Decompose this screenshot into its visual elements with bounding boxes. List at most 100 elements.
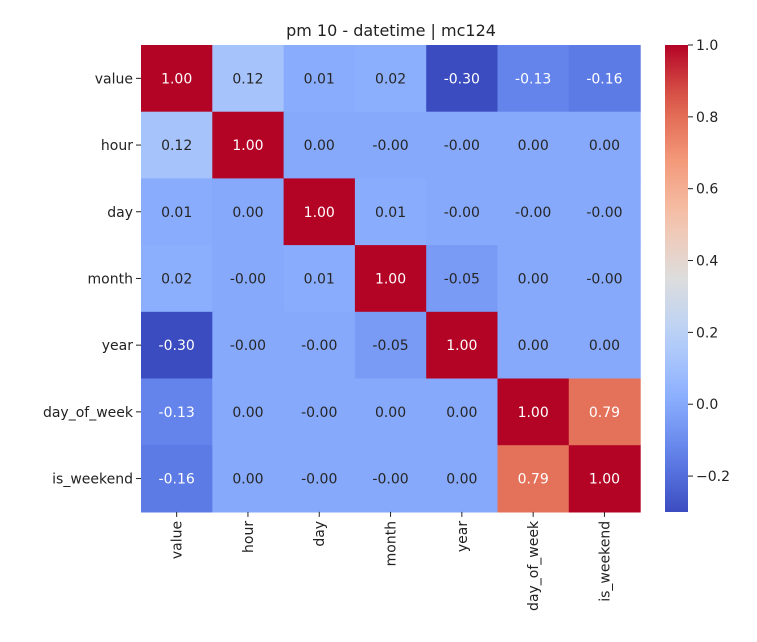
y-tick-label: year	[102, 338, 133, 354]
cell-value-label: 0.00	[589, 338, 620, 354]
heatmap-cell	[141, 178, 213, 246]
heatmap-cell	[497, 178, 570, 246]
y-axis-ticks: value hour day month year day_of_week is_weeke…	[43, 71, 141, 488]
cell-value-label: 0.00	[304, 138, 335, 154]
chart-title: pm 10 - datetime | mc124	[286, 21, 496, 40]
heatmap-cell	[568, 111, 641, 179]
heatmap-cell	[568, 311, 641, 380]
cell-value-label: 0.00	[232, 472, 263, 488]
colorbar-tick-label: 0.6	[696, 182, 718, 198]
heatmap-cell	[354, 311, 427, 380]
heatmap-cell	[283, 245, 356, 313]
y-tick-label: value	[95, 71, 133, 87]
cell-value-label: 1.00	[446, 338, 477, 354]
cell-value-label: 0.12	[161, 138, 192, 154]
heatmap-cell	[141, 45, 213, 113]
cell-value-label: 0.00	[232, 405, 263, 421]
colorbar	[665, 45, 688, 512]
cell-value-label: 0.00	[518, 138, 549, 154]
heatmap-cell	[212, 111, 285, 179]
heatmap-cell	[283, 111, 356, 179]
x-tick-label: hour	[241, 521, 257, 553]
cell-value-label: 1.00	[304, 205, 335, 221]
cell-value-label: 0.02	[375, 71, 406, 87]
heatmap-cell	[497, 378, 570, 446]
heatmap-cell	[141, 111, 213, 179]
x-tick-label: month	[384, 521, 400, 566]
cell-value-label: 0.00	[518, 338, 549, 354]
colorbar-tick-label: 0.8	[696, 110, 718, 126]
heatmap-cell	[212, 245, 285, 313]
cell-value-label: 0.02	[161, 271, 192, 287]
heatmap-cell	[426, 311, 499, 380]
heatmap-cell	[426, 378, 499, 446]
y-tick-label: day_of_week	[43, 405, 134, 421]
heatmap-cell	[497, 445, 570, 513]
heatmap-cell	[354, 178, 427, 246]
cell-value-label: 1.00	[589, 472, 620, 488]
colorbar-tick-label: 0.4	[696, 254, 718, 270]
cell-value-label: 0.00	[232, 205, 263, 221]
y-tick-label: is_weekend	[52, 472, 133, 488]
cell-value-label: -0.16	[159, 472, 195, 488]
heatmap-cell	[426, 45, 499, 113]
cell-value-label: 0.01	[304, 271, 335, 287]
heatmap-cell	[568, 378, 641, 446]
cell-value-label: 0.79	[589, 405, 620, 421]
colorbar-ticks: 1.0 0.8 0.6 0.4 0.2 0.0 −0.2	[688, 38, 730, 485]
colorbar-tick-label: 1.0	[696, 38, 718, 54]
cell-value-label: -0.00	[301, 405, 337, 421]
heatmap-cell	[568, 445, 641, 513]
heatmap-cell	[141, 378, 213, 446]
heatmap-cell	[354, 245, 427, 313]
heatmap-cell-labels: 1.00 0.12 0.01 0.02 -0.30 -0.13 -0.16 0.12 1.00 0…	[159, 71, 623, 487]
x-tick-label: day	[312, 521, 328, 547]
cell-value-label: 1.00	[375, 271, 406, 287]
heatmap-cell	[212, 178, 285, 246]
x-tick-label: day_of_week	[526, 520, 542, 611]
heatmap-cell	[568, 178, 641, 246]
heatmap-cell	[283, 311, 356, 380]
heatmap-cell	[497, 45, 570, 113]
x-axis-ticks: value hour day month year day_of_week is_weeke…	[170, 511, 613, 611]
y-tick-label: day	[107, 205, 133, 221]
cell-value-label: 0.79	[518, 472, 549, 488]
heatmap-cell	[141, 245, 213, 313]
heatmap-cell	[568, 245, 641, 313]
cell-value-label: -0.05	[372, 338, 408, 354]
y-tick-label: hour	[101, 138, 133, 154]
heatmap-cell	[141, 445, 213, 513]
heatmap-cell	[426, 178, 499, 246]
x-tick-label: year	[455, 521, 471, 552]
cell-value-label: 0.00	[375, 405, 406, 421]
heatmap-cell	[497, 111, 570, 179]
cell-value-label: -0.30	[159, 338, 195, 354]
heatmap-cell	[354, 111, 427, 179]
cell-value-label: 0.01	[375, 205, 406, 221]
cell-value-label: -0.13	[515, 71, 551, 87]
heatmap-cell	[354, 45, 427, 113]
cell-value-label: -0.30	[444, 71, 480, 87]
heatmap-cell	[212, 445, 285, 513]
cell-value-label: 1.00	[518, 405, 549, 421]
x-tick-label: is_weekend	[597, 521, 613, 602]
cell-value-label: 1.00	[161, 71, 192, 87]
heatmap-cell	[568, 45, 641, 113]
cell-value-label: -0.00	[444, 205, 480, 221]
cell-value-label: 0.01	[304, 71, 335, 87]
colorbar-tick-label: −0.2	[696, 469, 730, 485]
cell-value-label: -0.00	[515, 205, 551, 221]
x-tick-label: value	[170, 521, 186, 559]
heatmap-cell	[283, 45, 356, 113]
heatmap-cell	[426, 245, 499, 313]
heatmap-cell	[497, 311, 570, 380]
cell-value-label: 0.00	[518, 271, 549, 287]
y-tick-label: month	[88, 271, 133, 287]
cell-value-label: -0.00	[444, 138, 480, 154]
cell-value-label: -0.00	[372, 138, 408, 154]
heatmap-cell	[283, 378, 356, 446]
cell-value-label: -0.00	[586, 205, 622, 221]
cell-value-label: 0.00	[446, 472, 477, 488]
heatmap-cell	[426, 111, 499, 179]
